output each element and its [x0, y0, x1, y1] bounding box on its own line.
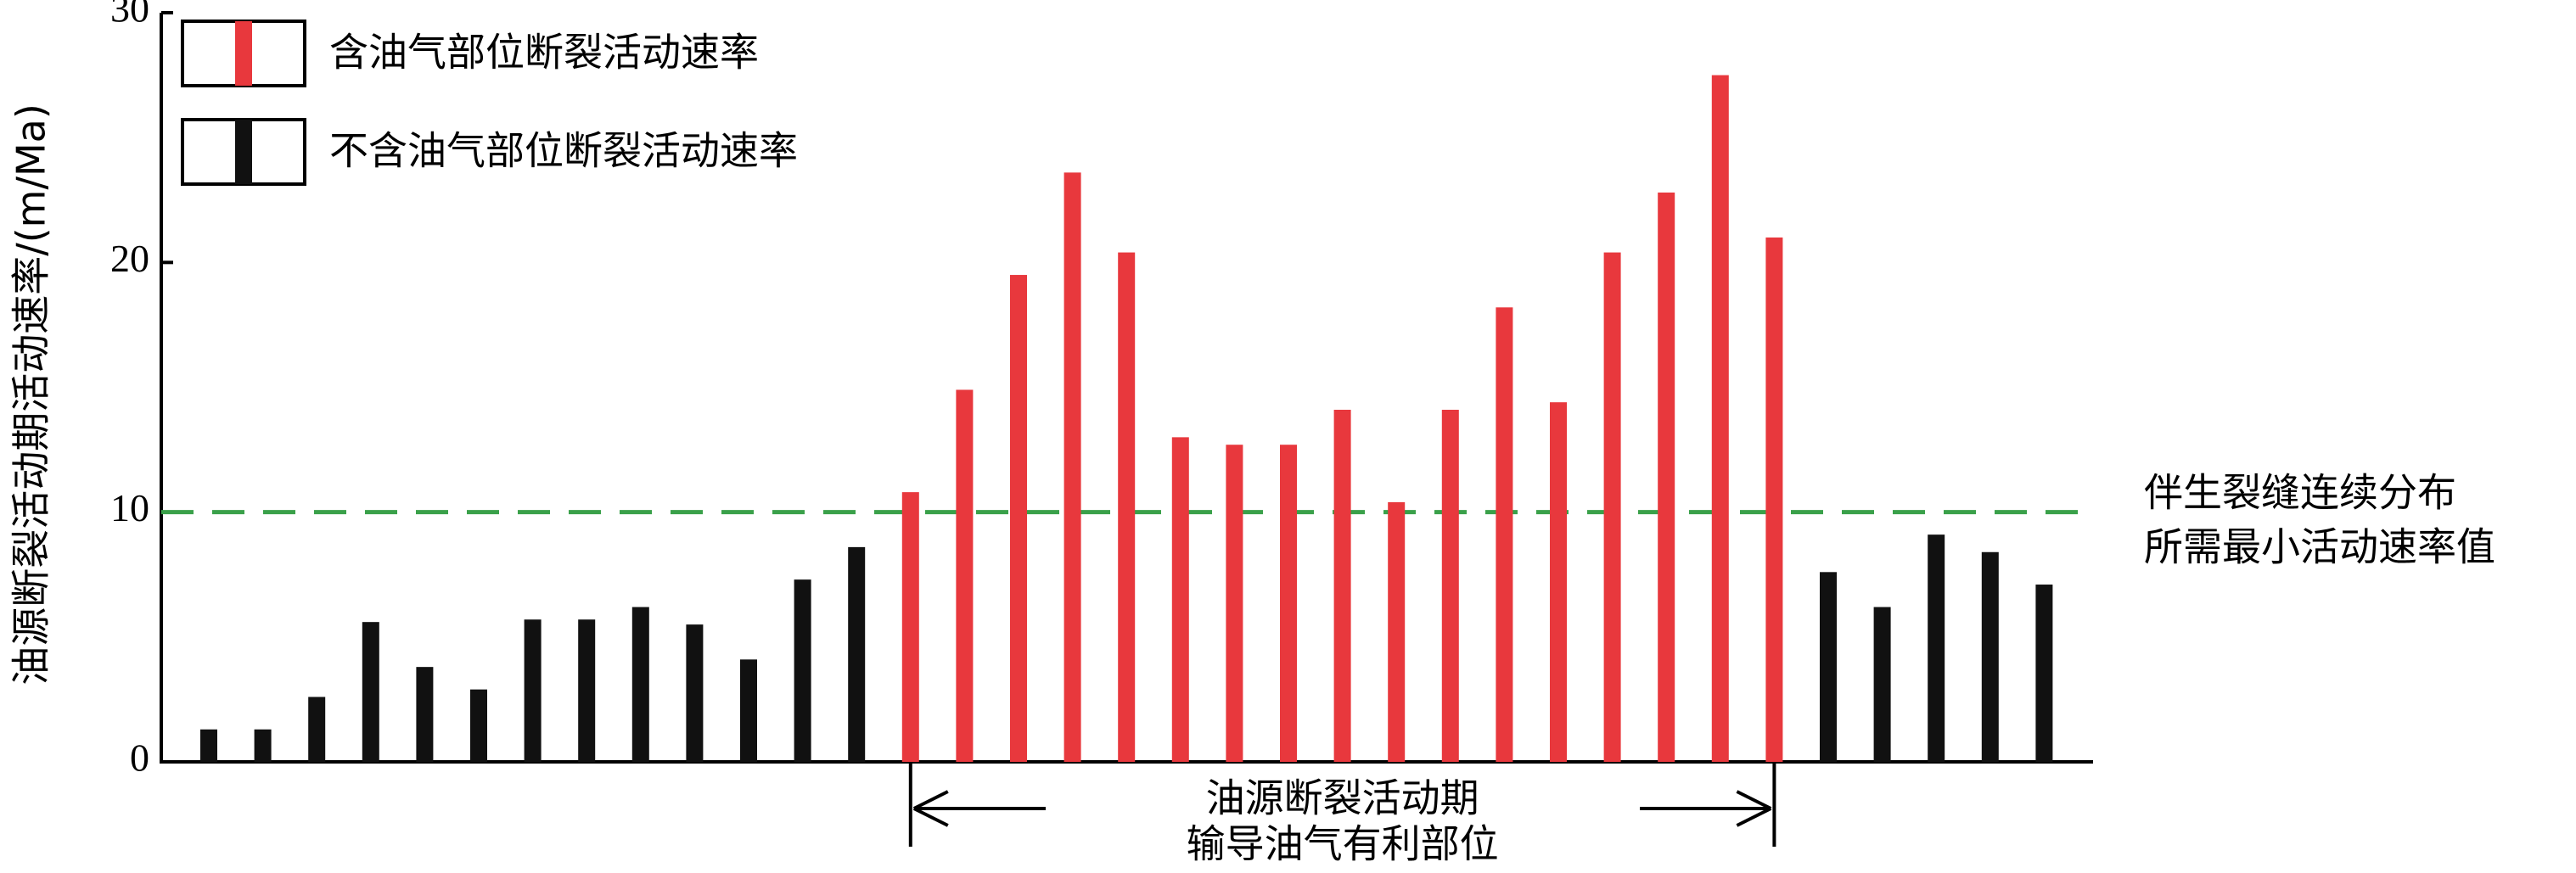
y-tick-label: 20: [110, 237, 149, 280]
bar: [794, 579, 811, 762]
bar: [1603, 252, 1621, 762]
legend-label: 含油气部位断裂活动速率: [329, 30, 759, 76]
bar: [1711, 75, 1729, 763]
bar: [956, 389, 974, 762]
legend-label: 不含油气部位断裂活动速率: [329, 128, 798, 174]
bar: [1118, 252, 1136, 762]
bar: [470, 689, 487, 762]
legend-swatch: [235, 120, 252, 184]
bar: [362, 622, 379, 762]
bar: [254, 729, 272, 762]
bar: [1981, 551, 1999, 762]
bar: [1064, 172, 1081, 762]
bar: [631, 607, 649, 762]
bar: [686, 624, 704, 762]
bar: [1765, 237, 1783, 762]
y-tick-label: 30: [110, 0, 149, 31]
bar: [901, 492, 919, 762]
bar: [1226, 445, 1243, 762]
bracket-label: 输导油气有利部位: [1187, 821, 1499, 867]
legend-swatch: [235, 21, 252, 86]
bar: [1928, 534, 1945, 762]
bar: [1873, 607, 1891, 762]
y-tick-label: 10: [110, 486, 149, 529]
bar: [740, 659, 757, 762]
bar: [1333, 409, 1351, 762]
threshold-label: 伴生裂缝连续分布: [2144, 470, 2456, 516]
bar: [1441, 409, 1459, 762]
bar: [416, 667, 434, 762]
bar: [1388, 501, 1406, 762]
bar: [524, 619, 542, 762]
arrow-head: [1736, 790, 1772, 827]
y-tick-label: 0: [130, 736, 149, 780]
y-axis-label: 油源断裂活动期活动速率/(m/Ma): [8, 104, 54, 686]
bar: [1820, 572, 1837, 762]
bar: [848, 546, 866, 762]
bar: [1496, 307, 1513, 762]
bar: [1550, 402, 1567, 762]
bar: [200, 729, 217, 762]
bar: [1010, 275, 1027, 762]
bracket-label: 油源断裂活动期: [1206, 775, 1479, 821]
bar: [1280, 445, 1297, 762]
bar: [308, 697, 326, 762]
bar: [578, 619, 596, 762]
threshold-label: 所需最小活动速率值: [2144, 524, 2495, 570]
bar: [1171, 437, 1189, 762]
bar: [1658, 192, 1675, 763]
bar: [2035, 585, 2053, 762]
arrow-head: [912, 790, 949, 827]
